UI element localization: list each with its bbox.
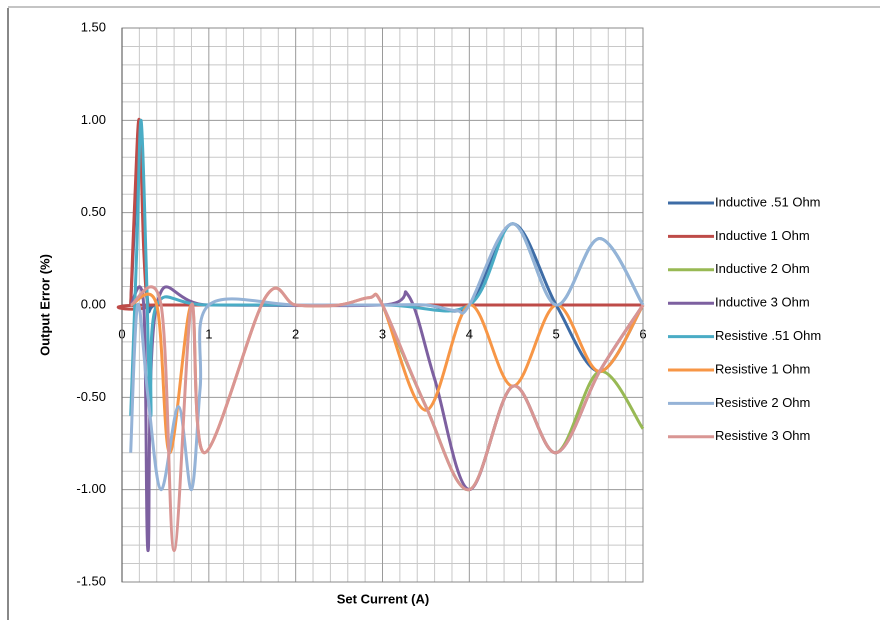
x-tick-label: 4 bbox=[466, 326, 473, 341]
x-tick-label: 2 bbox=[292, 326, 299, 341]
x-tick-label: 3 bbox=[379, 326, 386, 341]
legend-label: Resistive 2 Ohm bbox=[715, 395, 810, 410]
series-line bbox=[129, 285, 645, 553]
y-tick-label: 0.00 bbox=[81, 296, 106, 311]
series-line bbox=[116, 117, 643, 311]
y-tick-label: 1.50 bbox=[81, 19, 106, 34]
legend-label: Resistive 3 Ohm bbox=[715, 428, 810, 443]
y-axis-title: Output Error (%) bbox=[37, 254, 52, 356]
y-tick-label: 0.50 bbox=[81, 204, 106, 219]
y-tick-label: -1.00 bbox=[76, 481, 106, 496]
y-tick-label: 1.00 bbox=[81, 112, 106, 127]
legend-label: Inductive 3 Ohm bbox=[715, 295, 810, 310]
legend-label: Resistive .51 Ohm bbox=[715, 328, 821, 343]
legend-label: Inductive 2 Ohm bbox=[715, 261, 810, 276]
y-tick-label: -1.50 bbox=[76, 573, 106, 588]
y-tick-label: -0.50 bbox=[76, 389, 106, 404]
x-tick-label: 1 bbox=[205, 326, 212, 341]
x-axis-title: Set Current (A) bbox=[337, 591, 429, 606]
legend-label: Inductive .51 Ohm bbox=[715, 194, 821, 209]
legend-label: Inductive 1 Ohm bbox=[715, 228, 810, 243]
legend-label: Resistive 1 Ohm bbox=[715, 361, 810, 376]
x-tick-label: 5 bbox=[553, 326, 560, 341]
